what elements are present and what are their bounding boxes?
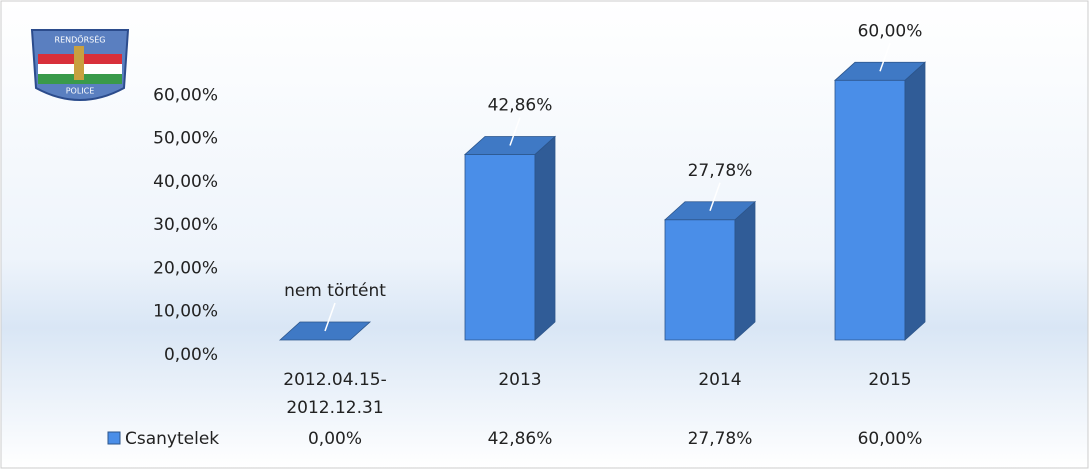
leader-line (879, 43, 891, 72)
logo-text: POLICE (66, 87, 95, 96)
bar-face (734, 200, 756, 341)
legend-swatch (107, 431, 121, 445)
table-value: 60,00% (858, 429, 923, 449)
y-tick-label: 40,00% (153, 172, 218, 192)
x-tick-label: 2015 (868, 370, 912, 390)
leader-line (709, 182, 721, 212)
bar-face (664, 219, 736, 341)
y-tick-label: 50,00% (153, 129, 218, 149)
leader-line (324, 302, 336, 332)
y-tick-label: 60,00% (153, 85, 218, 105)
bar (463, 135, 557, 341)
data-label: 60,00% (858, 21, 923, 41)
y-tick-label: 10,00% (153, 302, 218, 322)
y-tick-label: 20,00% (153, 258, 218, 278)
logo-text: RENDŐRSÉG (55, 34, 106, 45)
data-label: 42,86% (488, 95, 553, 115)
bar (663, 200, 757, 341)
y-tick-label: 30,00% (153, 215, 218, 235)
legend-label: Csanytelek (125, 429, 219, 449)
x-tick-label: 2012.04.15-2012.12.31 (283, 370, 387, 418)
logo: RENDŐRSÉG POLICE (30, 29, 130, 101)
data-label: nem történt (284, 281, 386, 301)
y-tick-label: 0,00% (164, 345, 218, 365)
table-value: 27,78% (688, 429, 753, 449)
bar-face (534, 135, 556, 341)
bar-face (904, 61, 926, 341)
bar-face (464, 154, 536, 341)
x-tick-label: 2014 (698, 370, 742, 390)
table-value: 0,00% (308, 429, 362, 449)
leader-line (509, 117, 521, 146)
bar (833, 61, 927, 341)
x-tick-label: 2013 (498, 370, 542, 390)
bar-face (834, 79, 906, 341)
data-label: 27,78% (688, 161, 753, 181)
table-value: 42,86% (488, 429, 553, 449)
